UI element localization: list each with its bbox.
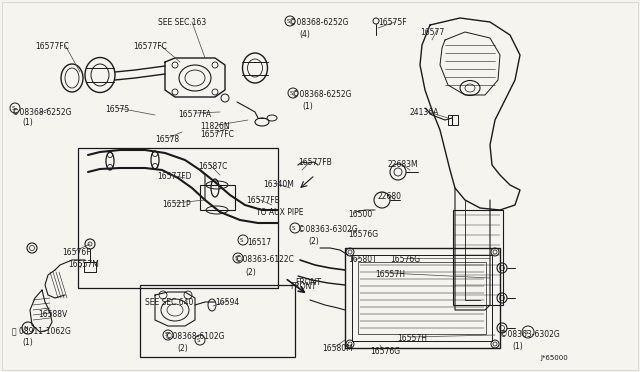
Text: (4): (4) <box>299 30 310 39</box>
Text: 16521P: 16521P <box>162 200 191 209</box>
Text: SEE SEC.163: SEE SEC.163 <box>158 18 206 27</box>
Text: 16587C: 16587C <box>198 162 227 171</box>
Text: 22680: 22680 <box>378 192 402 201</box>
Text: ©08368-6102G: ©08368-6102G <box>165 332 225 341</box>
Text: 16580M: 16580M <box>322 344 353 353</box>
Text: 16517: 16517 <box>247 238 271 247</box>
Bar <box>345 248 500 348</box>
Bar <box>448 115 458 125</box>
Text: 24136A: 24136A <box>410 108 440 117</box>
Text: N: N <box>24 326 28 330</box>
Bar <box>453 210 503 305</box>
Text: S: S <box>12 106 15 110</box>
Text: S: S <box>164 333 168 337</box>
Text: 16576G: 16576G <box>370 347 400 356</box>
Text: 16577FB: 16577FB <box>298 158 332 167</box>
Text: 16577FC: 16577FC <box>133 42 167 51</box>
Text: (2): (2) <box>308 237 319 246</box>
Text: FRONT: FRONT <box>295 278 321 287</box>
Text: 16578: 16578 <box>155 135 179 144</box>
Text: 16576G: 16576G <box>390 255 420 264</box>
Text: 16577FD: 16577FD <box>157 172 191 181</box>
Text: 16588V: 16588V <box>38 310 67 319</box>
Text: S: S <box>286 19 290 23</box>
Text: S: S <box>196 337 200 343</box>
Text: S: S <box>239 237 243 243</box>
Bar <box>352 255 492 341</box>
Text: 16576F: 16576F <box>62 248 91 257</box>
Text: 16577: 16577 <box>420 28 444 37</box>
Text: 16557M: 16557M <box>68 260 99 269</box>
Text: ©08368-6252G: ©08368-6252G <box>289 18 349 27</box>
Bar <box>140 285 295 357</box>
Text: S: S <box>234 256 237 260</box>
Text: 16500: 16500 <box>348 210 372 219</box>
Text: S: S <box>524 330 528 334</box>
Text: 16557H: 16557H <box>397 334 427 343</box>
Text: (1): (1) <box>512 342 523 351</box>
Text: J*65000: J*65000 <box>540 355 568 361</box>
Text: S: S <box>289 90 292 96</box>
Text: (1): (1) <box>22 118 33 127</box>
Bar <box>200 185 235 210</box>
Text: 11826N: 11826N <box>200 122 230 131</box>
Text: 16577FC: 16577FC <box>35 42 69 51</box>
Text: ©08368-6252G: ©08368-6252G <box>292 90 351 99</box>
Text: 16580T: 16580T <box>348 255 377 264</box>
Text: 16575: 16575 <box>105 105 129 114</box>
Text: 16340M: 16340M <box>263 180 294 189</box>
Bar <box>78 148 278 288</box>
Text: ©08368-6252G: ©08368-6252G <box>12 108 72 117</box>
Text: (2): (2) <box>177 344 188 353</box>
Text: ©08363-6302G: ©08363-6302G <box>500 330 560 339</box>
Text: (1): (1) <box>22 338 33 347</box>
Bar <box>358 262 486 334</box>
Text: ©08363-6302G: ©08363-6302G <box>298 225 358 234</box>
Text: 16577FB: 16577FB <box>246 196 280 205</box>
Text: 16575F: 16575F <box>378 18 406 27</box>
Text: TO AUX PIPE: TO AUX PIPE <box>256 208 303 217</box>
Text: 16594: 16594 <box>215 298 239 307</box>
Text: (1): (1) <box>302 102 313 111</box>
Text: ©08363-6122C: ©08363-6122C <box>235 255 294 264</box>
Text: SEE SEC.640: SEE SEC.640 <box>145 298 193 307</box>
Text: S: S <box>291 225 295 231</box>
Text: (2): (2) <box>245 268 256 277</box>
Text: 16577FA: 16577FA <box>178 110 211 119</box>
Text: 16576G: 16576G <box>348 230 378 239</box>
Text: FRONT: FRONT <box>290 282 316 291</box>
Text: 16577FC: 16577FC <box>200 130 234 139</box>
Text: Ⓝ 08911-1062G: Ⓝ 08911-1062G <box>12 326 71 335</box>
Text: 22683M: 22683M <box>388 160 419 169</box>
Text: 16557H: 16557H <box>375 270 405 279</box>
